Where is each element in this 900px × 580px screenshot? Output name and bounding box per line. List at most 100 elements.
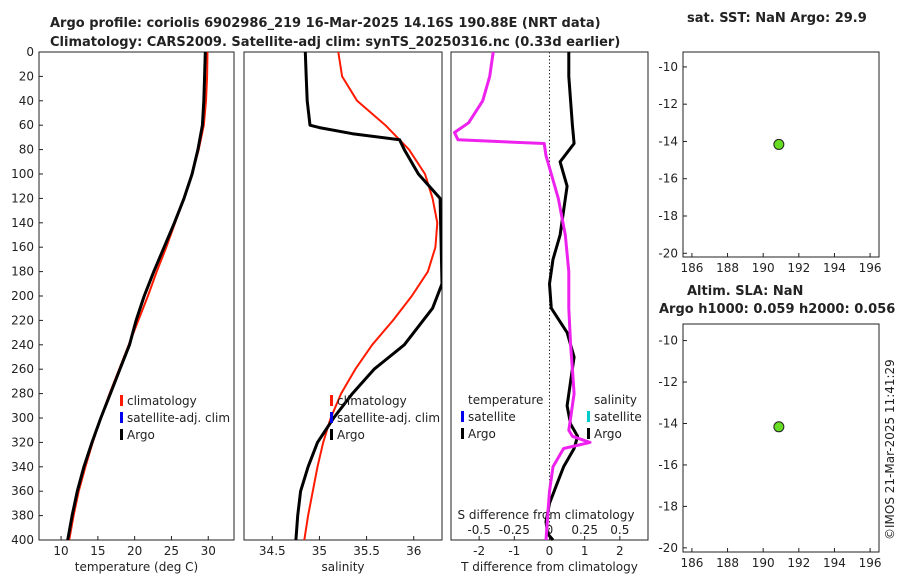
salinity-legend-swatch [330, 412, 333, 423]
difference-temperature-legend-swatch [461, 428, 464, 439]
difference-salinity-legend-label: Argo [594, 427, 622, 441]
depth-tick-label: 380 [11, 509, 34, 523]
salinity-series-group [294, 52, 442, 540]
sst_map-lon-tick-label: 188 [716, 261, 739, 275]
salinity-x-tick-label: 35.5 [353, 544, 380, 558]
salinity-series-argo [294, 52, 442, 540]
salinity-legend-swatch [330, 429, 333, 440]
salinity-legend-label: Argo [337, 428, 365, 442]
salinity-difference-tick-label: -0.5 [467, 523, 490, 537]
difference-temperature-legend-swatch [461, 394, 464, 405]
temperature-series-argo [66, 51, 207, 541]
depth-tick-label: 320 [11, 435, 34, 449]
depth-tick-label: 360 [11, 484, 34, 498]
difference-x-axis-label: T difference from climatology [460, 560, 638, 574]
depth-tick-label: 40 [19, 94, 34, 108]
depth-tick-label: 340 [11, 460, 34, 474]
temperature-x-tick-label: 30 [201, 544, 216, 558]
depth-tick-label: 20 [19, 69, 34, 83]
difference-temperature-legend-label: temperature [468, 393, 543, 407]
temperature-x-tick-label: 10 [53, 544, 68, 558]
sst_map-lat-tick-label: -14 [658, 134, 678, 148]
difference-temperature-legend-label: satellite [468, 410, 516, 424]
difference-salinity-legend-label: satellite [594, 410, 642, 424]
salinity-difference-tick-label: 0.5 [610, 523, 629, 537]
temperature-panel: 0 20 40 60 80 100 120 140 160 180 200 220 240 260 280 3… [11, 45, 235, 574]
sst_map-lat-tick-label: -18 [658, 209, 678, 223]
sla_map-lat-tick-label: -14 [658, 416, 678, 430]
depth-tick-label: 140 [11, 216, 34, 230]
difference-x-tick-label: 1 [581, 544, 589, 558]
temperature-legend-swatch [120, 412, 123, 423]
sla_map-lon-tick-label: 192 [787, 556, 810, 570]
difference-salinity-legend-swatch [587, 428, 590, 439]
temperature-legend-label: Argo [127, 428, 155, 442]
salinity-x-tick-label: 34.5 [259, 544, 286, 558]
sst_map-lat-tick-label: -12 [658, 97, 678, 111]
salinity-x-tick-label: 35 [312, 544, 327, 558]
difference-x-tick-label: -2 [473, 544, 485, 558]
sla_map-lat-tick-label: -18 [658, 499, 678, 513]
temperature-legend-label: satellite-adj. clim [127, 411, 230, 425]
difference-series-t-difference-argo- [544, 52, 580, 541]
depth-tick-label: 240 [11, 338, 34, 352]
temperature-x-tick-label: 15 [90, 544, 105, 558]
depth-tick-label: 400 [11, 533, 34, 547]
sst-title: sat. SST: NaN Argo: 29.9 [687, 11, 867, 26]
depth-tick-label: 260 [11, 362, 34, 376]
sla_map-lat-tick-label: -20 [658, 541, 678, 555]
sla_map-lat-tick-label: -12 [658, 375, 678, 389]
difference-x-tick-label: 2 [616, 544, 624, 558]
sla_map-lon-tick-label: 194 [823, 556, 846, 570]
depth-tick-label: 300 [11, 411, 34, 425]
sst_map-lon-tick-label: 194 [823, 261, 846, 275]
salinity-difference-tick-label: 0 [546, 523, 554, 537]
salinity-panel: 34.5 35 35.5 36 salinity climatology satellite… [243, 51, 443, 574]
sst_map-lat-tick-label: -10 [658, 60, 678, 74]
difference-salinity-legend-swatch [587, 394, 590, 405]
depth-tick-label: 180 [11, 265, 34, 279]
depth-tick-label: 60 [19, 118, 34, 132]
salinity-legend-label: satellite-adj. clim [337, 411, 440, 425]
salinity-legend-swatch [330, 395, 333, 406]
sst_map-lat-tick-label: -16 [658, 172, 678, 186]
difference-salinity-legend-swatch [587, 411, 590, 422]
sst_map-lat-tick-label: -20 [658, 246, 678, 260]
depth-tick-label: 120 [11, 191, 34, 205]
temperature-x-tick-label: 25 [164, 544, 179, 558]
sla-title-line2: Argo h1000: 0.059 h2000: 0.056 [659, 302, 895, 317]
salinity-difference-tick-label: -0.25 [499, 523, 530, 537]
sst_map-argo-position-marker [773, 138, 785, 150]
difference-series-s-difference-argo- [453, 51, 592, 541]
depth-tick-label: 100 [11, 167, 34, 181]
difference-temperature-legend-label: Argo [468, 427, 496, 441]
sla_map-lon-tick-label: 190 [752, 556, 775, 570]
sla_map-lon-tick-label: 196 [859, 556, 882, 570]
difference-salinity-legend-label: salinity [594, 393, 637, 407]
depth-tick-label: 280 [11, 387, 34, 401]
depth-tick-label: 220 [11, 313, 34, 327]
temperature-legend-swatch [120, 395, 123, 406]
sst_map-lon-tick-label: 190 [752, 261, 775, 275]
main-title-line2: Climatology: CARS2009. Satellite-adj cli… [50, 35, 620, 50]
sla_map-argo-position-marker [773, 421, 785, 433]
salinity-series-climatology [303, 52, 439, 540]
sla_map-lon-tick-label: 186 [680, 556, 703, 570]
difference-x-tick-label: -1 [508, 544, 520, 558]
sla_map-lon-tick-label: 188 [716, 556, 739, 570]
salinity-x-tick-label: 36 [406, 544, 421, 558]
depth-tick-label: 200 [11, 289, 34, 303]
salinity-legend-label: climatology [337, 394, 407, 408]
difference-temperature-legend-swatch [461, 411, 464, 422]
sla-title-line1: Altim. SLA: NaN [687, 284, 803, 299]
sla_map-lat-tick-label: -16 [658, 458, 678, 472]
temperature-legend-label: climatology [127, 394, 197, 408]
salinity-difference-tick-label: 0.25 [571, 523, 598, 537]
temperature-x-axis-label: temperature (deg C) [75, 560, 198, 574]
main-title-line1: Argo profile: coriolis 6902986_219 16-Ma… [50, 16, 601, 31]
depth-tick-label: 160 [11, 240, 34, 254]
sst_map-lon-tick-label: 186 [680, 261, 703, 275]
